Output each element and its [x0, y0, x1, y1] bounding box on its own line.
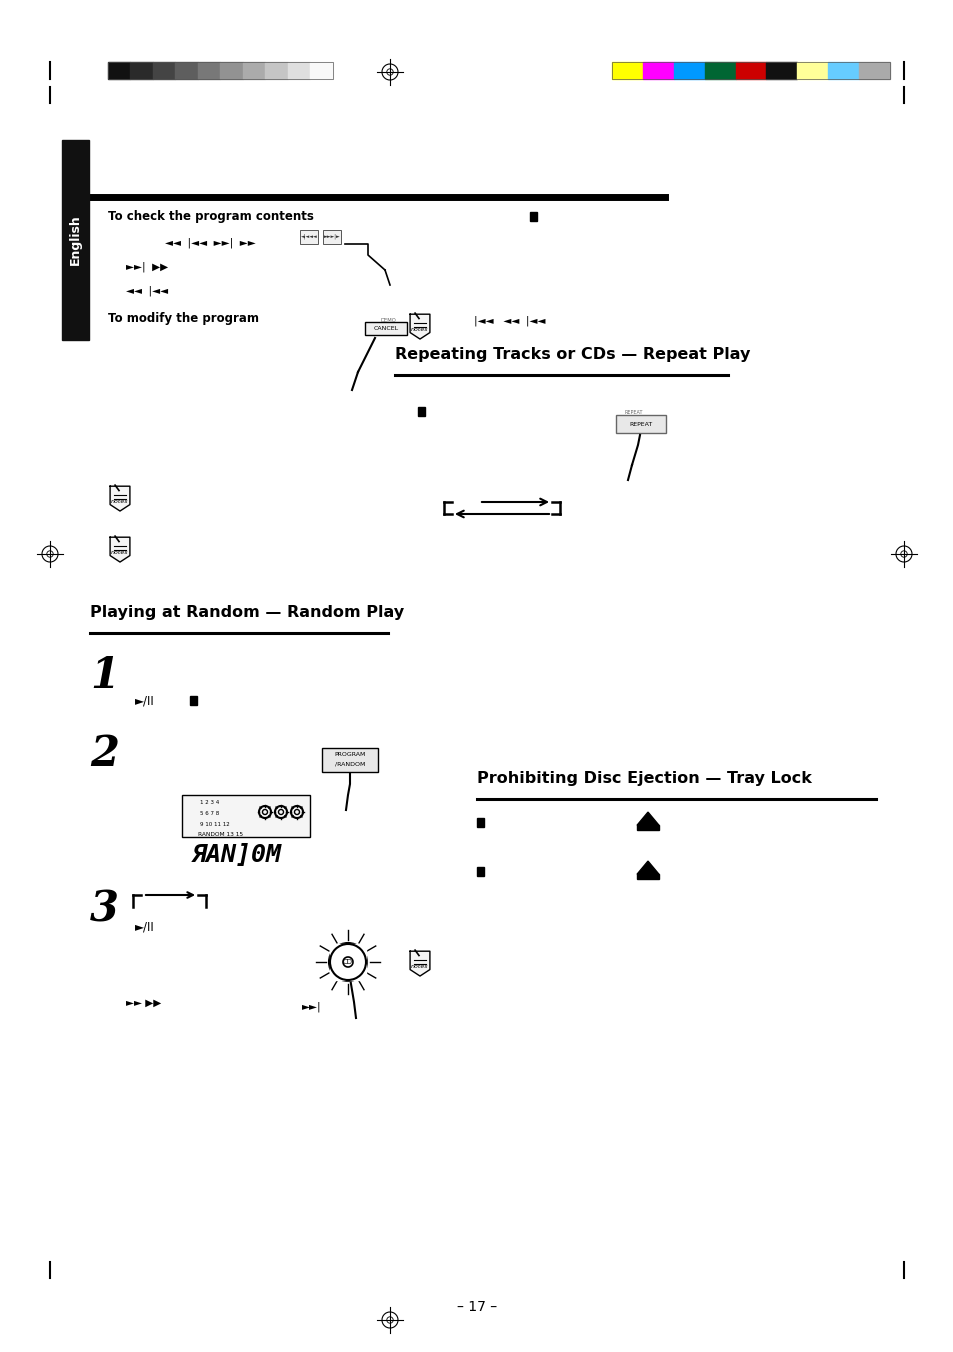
Text: REPEAT: REPEAT	[624, 411, 643, 415]
Text: 2: 2	[90, 733, 119, 775]
Text: ►/II: ►/II	[135, 919, 154, 933]
Text: ►►►|►: ►►►|►	[323, 234, 340, 239]
Polygon shape	[410, 314, 430, 339]
Text: ►►|  ▶▶: ►►| ▶▶	[126, 262, 168, 273]
Bar	[417, 407, 424, 416]
Bar	[827, 62, 859, 78]
Text: Playing at Random — Random Play: Playing at Random — Random Play	[90, 604, 404, 621]
Polygon shape	[410, 952, 430, 976]
Text: ◄◄  |◄◄  ►►|  ►►: ◄◄ |◄◄ ►►| ►►	[165, 237, 255, 247]
Bar	[62, 141, 89, 339]
Bar	[765, 62, 797, 78]
Bar	[182, 795, 310, 837]
Bar	[175, 62, 198, 78]
Text: ►/II: ►/II	[135, 695, 154, 708]
Bar	[476, 818, 483, 827]
Text: DEMO: DEMO	[380, 319, 396, 323]
Text: notes: notes	[411, 327, 428, 331]
Text: 5 6 7 8: 5 6 7 8	[200, 811, 219, 817]
Bar	[616, 415, 665, 433]
Text: 3: 3	[90, 888, 119, 930]
Text: 1: 1	[90, 654, 119, 698]
Polygon shape	[110, 537, 130, 562]
Bar	[637, 825, 659, 830]
Text: ►►|: ►►|	[302, 1000, 321, 1011]
Bar	[190, 696, 196, 704]
Text: CD: CD	[343, 959, 353, 965]
Text: To modify the program: To modify the program	[108, 312, 258, 324]
Bar	[859, 62, 889, 78]
Bar	[612, 62, 889, 78]
Text: PROGRAM: PROGRAM	[334, 753, 365, 757]
Text: 1 2 3 4: 1 2 3 4	[200, 800, 219, 804]
Polygon shape	[110, 487, 130, 511]
Text: 9 10 11 12: 9 10 11 12	[200, 822, 230, 827]
Bar	[323, 230, 340, 243]
Bar	[288, 62, 310, 78]
Text: ◄◄  |◄◄: ◄◄ |◄◄	[126, 285, 168, 296]
Bar	[612, 62, 642, 78]
Text: English: English	[69, 215, 82, 265]
Polygon shape	[637, 861, 659, 875]
Bar	[704, 62, 735, 78]
Bar	[108, 62, 333, 78]
Text: notes: notes	[411, 964, 428, 969]
Bar	[220, 62, 243, 78]
Text: ЯAN]0M: ЯAN]0M	[192, 844, 282, 867]
Text: Repeating Tracks or CDs — Repeat Play: Repeating Tracks or CDs — Repeat Play	[395, 347, 750, 362]
Text: To check the program contents: To check the program contents	[108, 210, 314, 223]
Bar	[530, 212, 537, 220]
Bar	[108, 62, 131, 78]
Text: |◄◄   ◄◄  |◄◄: |◄◄ ◄◄ |◄◄	[474, 316, 545, 326]
Bar	[322, 748, 377, 772]
Text: ►► ▶▶: ►► ▶▶	[126, 998, 161, 1009]
Text: notes: notes	[112, 550, 129, 554]
Text: Prohibiting Disc Ejection — Tray Lock: Prohibiting Disc Ejection — Tray Lock	[476, 771, 811, 786]
Text: notes: notes	[112, 499, 129, 504]
Bar	[673, 62, 704, 78]
Text: /RANDOM: /RANDOM	[335, 761, 365, 767]
Text: RANDOM 13 15: RANDOM 13 15	[198, 831, 243, 837]
Text: – 17 –: – 17 –	[456, 1301, 497, 1314]
Bar	[330, 944, 366, 980]
Bar	[365, 322, 407, 335]
Bar	[310, 62, 333, 78]
Bar	[299, 230, 317, 243]
Bar	[642, 62, 673, 78]
Text: REPEAT: REPEAT	[629, 422, 652, 426]
Bar	[637, 875, 659, 879]
Bar	[797, 62, 827, 78]
Polygon shape	[637, 813, 659, 825]
Bar	[131, 62, 152, 78]
Bar	[243, 62, 265, 78]
Bar	[265, 62, 288, 78]
Bar	[735, 62, 765, 78]
Text: ◄|◄◄◄: ◄|◄◄◄	[300, 234, 317, 239]
Bar	[198, 62, 220, 78]
Bar	[152, 62, 175, 78]
Text: CANCEL: CANCEL	[373, 326, 398, 331]
Bar	[476, 867, 483, 876]
